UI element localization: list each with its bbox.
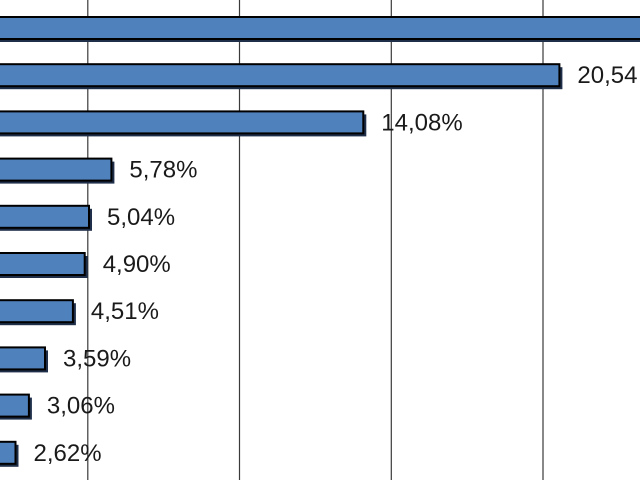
bar (0, 204, 90, 229)
data-label: 14,08% (381, 109, 462, 136)
bar (0, 299, 74, 324)
bars (0, 16, 640, 467)
data-labels: 20,54 14,08% 5,78% 5,04% 4,90% 4,51% 3,59% 3,06… (34, 62, 638, 467)
data-label: 4,51% (91, 298, 159, 325)
bar (0, 110, 365, 135)
data-label: 3,59% (63, 345, 131, 372)
data-label: 5,04% (107, 204, 175, 231)
data-label: 20,54 (577, 62, 637, 89)
bar (0, 63, 561, 88)
bar (0, 16, 640, 40)
data-label: 3,06% (47, 393, 115, 420)
bar (0, 440, 17, 465)
bar (0, 346, 46, 371)
data-label: 4,90% (103, 251, 171, 278)
data-label: 5,78% (129, 157, 197, 184)
bar (0, 393, 30, 418)
data-label: 2,62% (34, 440, 102, 467)
bar (0, 157, 113, 182)
bar (0, 252, 86, 276)
